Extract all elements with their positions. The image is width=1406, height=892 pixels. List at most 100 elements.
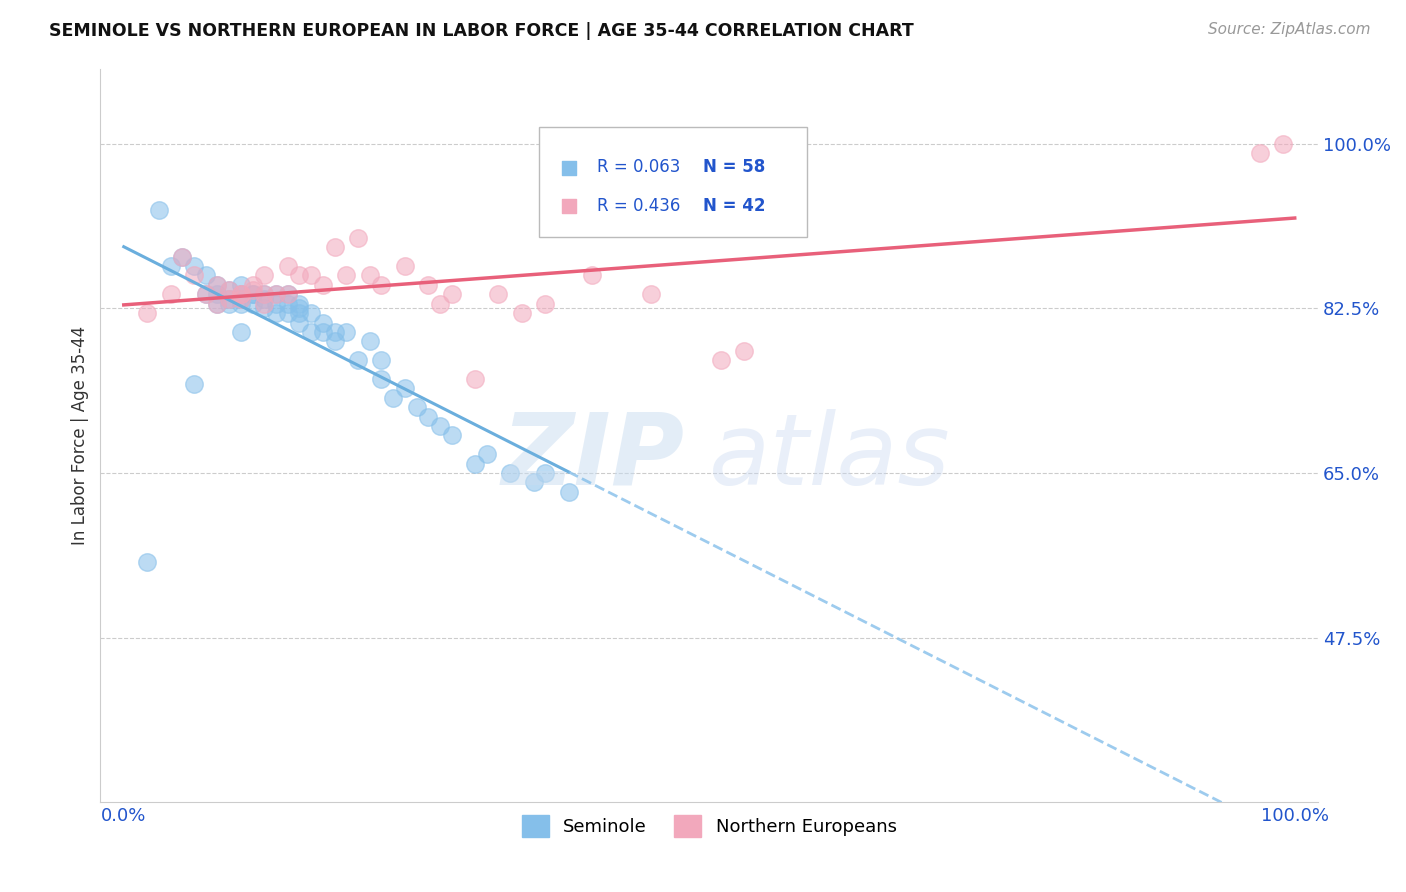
Point — [370, 372, 392, 386]
Point — [218, 283, 240, 297]
Point — [534, 296, 557, 310]
Point — [253, 287, 276, 301]
Point — [229, 325, 252, 339]
Point — [277, 287, 299, 301]
Point — [710, 353, 733, 368]
Point — [264, 287, 287, 301]
Point — [464, 372, 486, 386]
Point — [581, 268, 603, 283]
Point — [359, 334, 381, 349]
Point — [299, 268, 322, 283]
Point — [136, 306, 159, 320]
Point — [277, 259, 299, 273]
Point — [312, 316, 335, 330]
Text: atlas: atlas — [709, 409, 950, 506]
Y-axis label: In Labor Force | Age 35-44: In Labor Force | Age 35-44 — [72, 326, 89, 545]
Point — [323, 325, 346, 339]
Point — [405, 400, 427, 414]
Point — [440, 428, 463, 442]
Point — [229, 292, 252, 306]
Point — [242, 287, 264, 301]
FancyBboxPatch shape — [538, 128, 807, 237]
Point — [194, 287, 217, 301]
Point — [382, 391, 405, 405]
Point — [464, 457, 486, 471]
Text: N = 58: N = 58 — [703, 158, 765, 176]
Point — [277, 287, 299, 301]
Point — [299, 306, 322, 320]
Point — [194, 268, 217, 283]
Point — [229, 277, 252, 292]
Point — [253, 268, 276, 283]
Point — [347, 231, 370, 245]
Point — [1249, 146, 1271, 161]
Point — [229, 296, 252, 310]
Point — [323, 240, 346, 254]
Point — [264, 306, 287, 320]
Point — [229, 292, 252, 306]
Point — [207, 296, 229, 310]
Point — [194, 287, 217, 301]
Point — [277, 296, 299, 310]
Point — [1272, 136, 1295, 151]
Point — [229, 287, 252, 301]
Point — [253, 296, 276, 310]
Point — [148, 202, 170, 217]
Legend: Seminole, Northern Europeans: Seminole, Northern Europeans — [515, 808, 904, 845]
Point — [499, 466, 522, 480]
Text: SEMINOLE VS NORTHERN EUROPEAN IN LABOR FORCE | AGE 35-44 CORRELATION CHART: SEMINOLE VS NORTHERN EUROPEAN IN LABOR F… — [49, 22, 914, 40]
Point — [264, 287, 287, 301]
Point — [394, 381, 416, 395]
Point — [312, 325, 335, 339]
Point — [264, 296, 287, 310]
Point — [418, 277, 440, 292]
Point — [288, 301, 311, 316]
Point — [207, 277, 229, 292]
Point — [242, 296, 264, 310]
Point — [733, 343, 755, 358]
Point — [183, 259, 205, 273]
Point — [218, 283, 240, 297]
Point — [218, 292, 240, 306]
Point — [534, 466, 557, 480]
Point — [323, 334, 346, 349]
Point — [359, 268, 381, 283]
Point — [218, 296, 240, 310]
Point — [288, 306, 311, 320]
Point — [335, 325, 357, 339]
Point — [172, 250, 194, 264]
Point — [229, 287, 252, 301]
Point — [429, 419, 451, 434]
Point — [253, 292, 276, 306]
Point — [159, 259, 181, 273]
Point — [288, 316, 311, 330]
Text: R = 0.063: R = 0.063 — [598, 158, 681, 176]
Point — [218, 292, 240, 306]
Point — [394, 259, 416, 273]
Point — [370, 277, 392, 292]
Point — [159, 287, 181, 301]
Text: N = 42: N = 42 — [703, 197, 766, 215]
Point — [229, 287, 252, 301]
Point — [475, 447, 498, 461]
Point — [207, 296, 229, 310]
Point — [207, 277, 229, 292]
Point — [288, 268, 311, 283]
Point — [488, 287, 510, 301]
Point — [288, 296, 311, 310]
Text: ZIP: ZIP — [502, 409, 685, 506]
Point — [242, 287, 264, 301]
Point — [312, 277, 335, 292]
Point — [558, 484, 581, 499]
Text: R = 0.436: R = 0.436 — [598, 197, 681, 215]
Point — [299, 325, 322, 339]
Text: Source: ZipAtlas.com: Source: ZipAtlas.com — [1208, 22, 1371, 37]
Point — [136, 555, 159, 569]
Point — [564, 313, 586, 327]
Point — [640, 287, 662, 301]
Point — [370, 353, 392, 368]
Point — [564, 264, 586, 278]
Point — [242, 283, 264, 297]
Point — [277, 306, 299, 320]
Point — [172, 250, 194, 264]
